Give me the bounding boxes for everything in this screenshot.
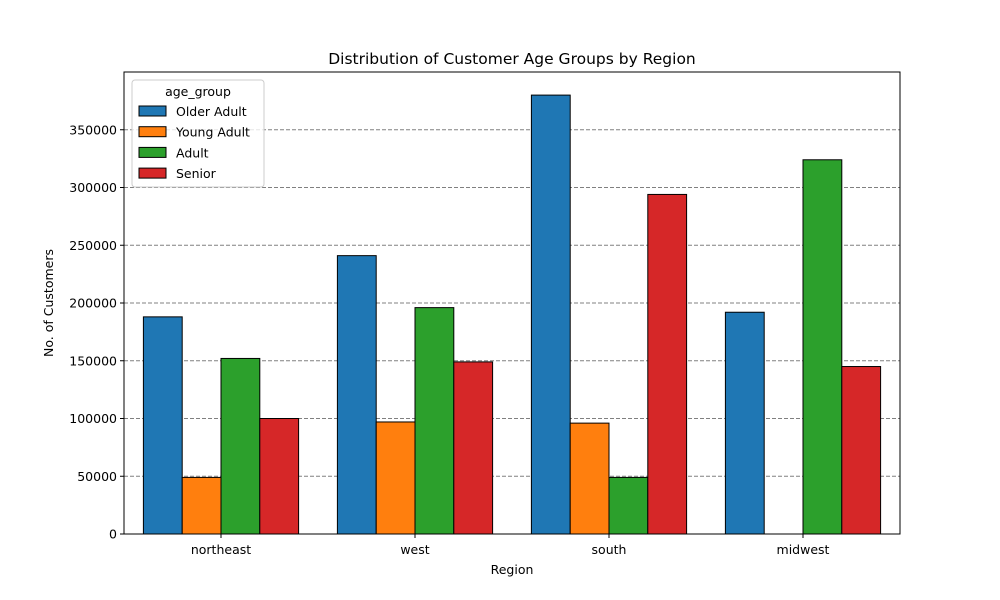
legend-label: Senior xyxy=(176,166,217,181)
y-axis-ticks: 0 50000 100000 150000 200000 250000 300000 3500… xyxy=(69,122,124,542)
bar-adult-west xyxy=(414,307,455,535)
chart-title: Distribution of Customer Age Groups by R… xyxy=(328,50,696,68)
bar-senior-south xyxy=(647,193,688,535)
y-tick-label: 350000 xyxy=(69,122,117,137)
x-axis-title: Region xyxy=(491,562,534,577)
legend-title: age_group xyxy=(165,84,231,99)
bar-older-adult-northeast xyxy=(142,316,183,535)
x-tick-label: northeast xyxy=(191,542,251,557)
bar-older-adult-midwest xyxy=(724,311,765,535)
legend-swatch xyxy=(138,146,167,158)
bar-young-adult-northeast xyxy=(181,476,222,535)
x-tick-label: south xyxy=(592,542,627,557)
bar-young-adult-west xyxy=(375,421,416,535)
legend: age_group Older Adult Young Adult Adult Seni… xyxy=(131,79,265,188)
y-tick-label: 150000 xyxy=(69,353,117,368)
bar-older-adult-south xyxy=(530,94,571,535)
y-tick-label: 250000 xyxy=(69,238,117,253)
y-tick-label: 0 xyxy=(109,527,117,542)
y-tick-label: 300000 xyxy=(69,180,117,195)
y-tick-label: 200000 xyxy=(69,296,117,311)
x-tick-label: midwest xyxy=(777,542,830,557)
x-axis-ticks: northeast west south midwest xyxy=(191,534,830,557)
legend-swatch xyxy=(138,105,167,117)
legend-label: Older Adult xyxy=(176,104,247,119)
bar-adult-northeast xyxy=(220,357,261,535)
legend-swatch xyxy=(138,167,167,179)
bar-older-adult-west xyxy=(336,255,377,535)
legend-label: Adult xyxy=(176,145,209,160)
y-axis-title: No. of Customers xyxy=(41,249,56,357)
bar-young-adult-south xyxy=(569,422,610,535)
bar-senior-northeast xyxy=(259,418,300,535)
y-tick-label: 50000 xyxy=(77,469,117,484)
bar-senior-west xyxy=(453,361,494,535)
bars xyxy=(142,94,882,535)
legend-label: Young Adult xyxy=(175,125,250,140)
bar-adult-midwest xyxy=(802,159,843,535)
legend-swatch xyxy=(138,126,167,138)
y-tick-label: 100000 xyxy=(69,411,117,426)
x-tick-label: west xyxy=(400,542,429,557)
bar-senior-midwest xyxy=(841,366,882,535)
bar-adult-south xyxy=(608,476,649,535)
